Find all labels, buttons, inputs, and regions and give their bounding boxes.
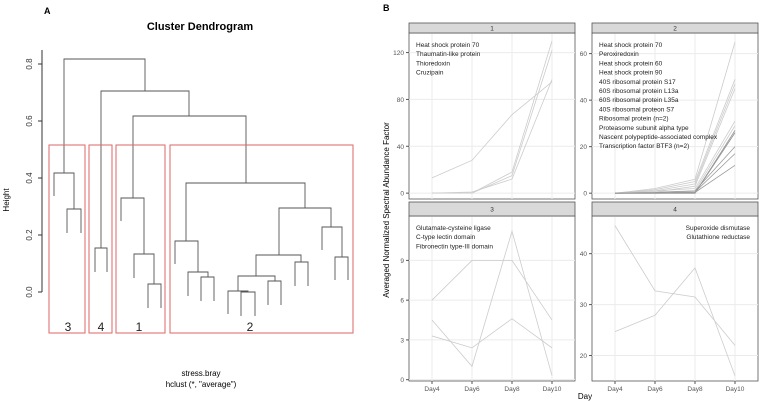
cluster-label: 3 [65, 320, 72, 334]
protein-annotation: Heat shock protein 90 [599, 70, 663, 77]
panel-b-ylabel: Averaged Normalized Spectral Abundance F… [382, 122, 391, 298]
y-tick: 0.2 [25, 229, 34, 241]
series-line [432, 50, 553, 194]
facet-strip [591, 22, 759, 34]
y-tick-label: 120 [393, 50, 404, 57]
y-tick-label: 20 [580, 353, 588, 360]
y-tick-label: 40 [580, 98, 588, 105]
dendrogram-xlabel: stress.bray [181, 369, 220, 378]
y-tick-label: 30 [580, 302, 588, 309]
protein-annotation: Nascent polypeptide-associated complex [599, 134, 718, 141]
y-tick: 0.0 [25, 286, 34, 298]
protein-annotation: C-type lectin domain [416, 234, 476, 241]
dendrogram-method: hclust (*, "average") [166, 380, 237, 389]
protein-annotation: Superoxide dismutase [686, 225, 751, 232]
dendrogram-title: Cluster Dendrogram [147, 21, 254, 33]
protein-annotation: Heat shock protein 70 [599, 42, 663, 49]
protein-annotation: Heat shock protein 70 [416, 42, 480, 49]
series-line [614, 120, 736, 194]
series-line [614, 41, 736, 194]
series-line [614, 267, 736, 377]
cluster-box-1 [115, 144, 166, 334]
series-line [431, 229, 553, 376]
facet-panel-2: 0 20 40 60 2 Heat shock protein 70 Peroxiredox… [580, 22, 759, 200]
protein-annotation: Proteasome subunit alpha type [599, 125, 689, 132]
protein-annotation: Ribosomal protein (n=2) [599, 116, 669, 123]
facet-strip-label: 1 [490, 26, 494, 33]
y-tick: 0.6 [25, 115, 34, 127]
facet-panel-3: 0 3 6 9 3 Glutamate-cysteine ligase C-type lec… [400, 201, 576, 393]
series-line [431, 318, 553, 349]
series-line [614, 79, 736, 194]
dendrogram-axis [38, 50, 43, 293]
dendrogram-ylabel: Height [2, 188, 11, 212]
protein-annotation: Peroxiredoxin [599, 51, 639, 58]
y-tick-label: 80 [397, 97, 405, 104]
x-tick-label: Day8 [504, 386, 520, 393]
cluster-box-4 [88, 144, 113, 334]
y-tick-label: 0 [400, 191, 404, 198]
x-tick-label: Day10 [543, 386, 562, 393]
series-line [431, 81, 553, 179]
protein-annotation: Thioredoxin [416, 60, 450, 67]
dendrogram-tree [53, 58, 349, 316]
cluster-label: 2 [247, 320, 254, 334]
cluster-label: 4 [98, 320, 105, 334]
protein-annotation: 40S ribosomal protein S17 [599, 79, 676, 86]
protein-annotation: 60S ribosomal protein L13a [599, 88, 679, 95]
y-tick-label: 40 [397, 144, 405, 151]
facet-panel-1: 0 40 80 120 1 Heat shock protein 70 Thaumatin-… [393, 22, 576, 200]
x-tick-label: Day4 [607, 386, 623, 393]
protein-annotation: Heat shock protein 60 [599, 60, 663, 67]
series-line [614, 132, 736, 194]
facet-strip [408, 22, 576, 34]
y-tick-label: 60 [580, 51, 588, 58]
x-tick-label: Day6 [464, 386, 480, 393]
protein-annotation: 60S ribosomal protein L35a [599, 97, 679, 104]
facet-strip [408, 201, 576, 217]
y-tick-label: 0 [583, 191, 587, 198]
facet-panel-4: 20 30 40 4 Superoxide dismutase Glutathione r… [580, 201, 759, 393]
protein-annotation: Transcription factor BTF3 (n=2) [599, 143, 689, 150]
y-tick-label: 3 [400, 337, 404, 344]
x-tick-label: Day10 [726, 386, 745, 393]
facet-strip-label: 3 [490, 207, 494, 214]
protein-annotation: Fibronectin type-III domain [416, 243, 493, 250]
y-tick-label: 6 [400, 298, 404, 305]
panel-background [591, 32, 759, 200]
facet-strip-label: 2 [673, 26, 677, 33]
series-line [431, 260, 553, 321]
x-tick-label: Day8 [687, 386, 703, 393]
protein-annotation: Thaumatin-like protein [416, 51, 481, 58]
facet-strip [591, 201, 759, 217]
x-tick-label: Day4 [424, 386, 440, 393]
y-tick: 0.8 [25, 58, 34, 70]
protein-annotation: Glutamate-cysteine ligase [416, 225, 491, 232]
panel-b-xlabel: Day [578, 392, 592, 401]
y-tick-label: 40 [580, 251, 588, 258]
panel-a-label: A [44, 6, 51, 16]
cluster-box-2 [169, 144, 354, 334]
panel-b-label: B [383, 3, 390, 13]
y-tick-label: 9 [400, 258, 404, 265]
protein-annotation: 40S ribosomal proteon S7 [599, 106, 675, 113]
cluster-label: 1 [136, 320, 143, 334]
y-tick-label: 20 [580, 144, 588, 151]
y-tick-label: 0 [400, 377, 404, 384]
protein-annotation: Cruzipain [416, 70, 444, 77]
y-tick: 0.4 [25, 172, 34, 184]
x-tick-label: Day6 [647, 386, 663, 393]
facet-strip-label: 4 [673, 207, 677, 214]
series-line [431, 79, 553, 194]
cluster-box-3 [48, 144, 86, 334]
protein-annotation: Glutathione reductase [686, 234, 750, 241]
